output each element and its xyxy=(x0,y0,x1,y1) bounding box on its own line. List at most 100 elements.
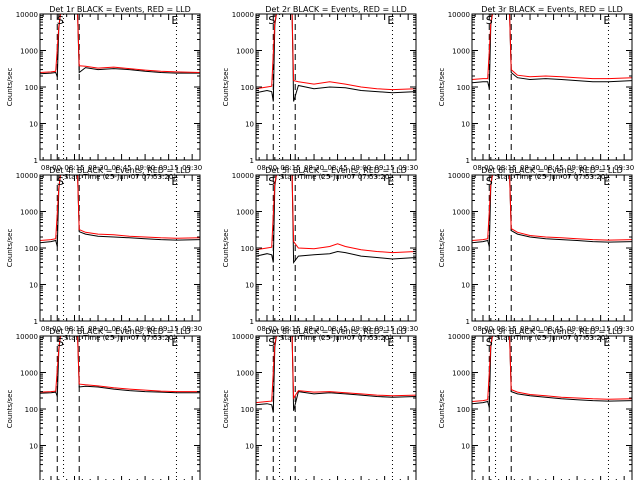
marker-label-e: E xyxy=(387,175,394,188)
chart-panel-8: 11010010001000008:0008:1508:3008:4509:00… xyxy=(222,327,417,480)
y-tick-label: 10000 xyxy=(16,172,38,180)
y-tick-label: 1 xyxy=(250,157,254,165)
x-tick-label: 09:30 xyxy=(182,325,202,333)
y-tick-label: 10000 xyxy=(448,11,470,19)
x-tick-label: 08:00 xyxy=(41,325,61,333)
chart-title: Det 1r BLACK = Events, RED = LLD xyxy=(49,5,191,14)
marker-label-e: E xyxy=(171,336,178,349)
chart-title: Det 9r BLACK = Events, RED = LLD xyxy=(481,327,623,336)
x-tick-label: 08:00 xyxy=(257,325,277,333)
x-tick-label: 08:00 xyxy=(473,164,493,172)
y-tick-label: 10000 xyxy=(232,11,254,19)
y-axis-label: Counts/sec xyxy=(222,229,230,268)
y-tick-label: 10 xyxy=(461,121,470,129)
x-tick-label: 09:00 xyxy=(567,325,587,333)
y-axis-label: Counts/sec xyxy=(222,68,230,107)
y-tick-label: 100 xyxy=(457,406,470,414)
x-tick-label: 08:30 xyxy=(520,325,540,333)
x-tick-label: 08:00 xyxy=(257,164,277,172)
y-axis-label: Counts/sec xyxy=(6,68,14,107)
x-tick-label: 08:45 xyxy=(543,164,563,172)
y-tick-label: 10 xyxy=(245,443,254,451)
y-tick-label: 10 xyxy=(461,282,470,290)
y-tick-label: 1 xyxy=(34,318,38,326)
x-tick-label: 08:45 xyxy=(543,325,563,333)
x-tick-label: 08:15 xyxy=(280,164,300,172)
y-tick-label: 100 xyxy=(241,245,254,253)
marker-label-s: S xyxy=(57,175,64,188)
y-axis-label: Counts/sec xyxy=(438,229,446,268)
x-tick-label: 09:00 xyxy=(135,325,155,333)
y-tick-label: 10 xyxy=(245,282,254,290)
marker-label-e: E xyxy=(171,175,178,188)
x-tick-label: 09:00 xyxy=(567,164,587,172)
x-tick-label: 08:15 xyxy=(64,325,84,333)
y-tick-label: 1000 xyxy=(236,209,254,217)
y-tick-label: 100 xyxy=(457,84,470,92)
marker-label-s: S xyxy=(268,14,275,27)
y-tick-label: 1000 xyxy=(20,370,38,378)
x-tick-label: 08:30 xyxy=(88,164,108,172)
x-tick-label: 09:15 xyxy=(375,164,395,172)
y-tick-label: 1000 xyxy=(452,209,470,217)
marker-label-s: S xyxy=(57,336,64,349)
y-tick-label: 1 xyxy=(34,157,38,165)
x-tick-label: 08:15 xyxy=(496,325,516,333)
chart-title: Det 2r BLACK = Events, RED = LLD xyxy=(265,5,407,14)
marker-label-e: E xyxy=(603,175,610,188)
chart-title: Det 8r BLACK = Events, RED = LLD xyxy=(265,327,407,336)
y-tick-label: 100 xyxy=(25,84,38,92)
y-tick-label: 100 xyxy=(241,84,254,92)
x-tick-label: 09:15 xyxy=(159,325,179,333)
y-tick-label: 1000 xyxy=(236,48,254,56)
x-tick-label: 08:15 xyxy=(64,164,84,172)
x-tick-label: 09:30 xyxy=(398,325,418,333)
chart-title: Det 6r BLACK = Events, RED = LLD xyxy=(481,166,623,175)
y-tick-label: 10000 xyxy=(232,333,254,341)
x-tick-label: 09:15 xyxy=(591,164,611,172)
lld-series-line xyxy=(472,175,632,241)
y-tick-label: 10 xyxy=(29,282,38,290)
x-axis-label: Start Time (25-Jun-07 07:53:20) xyxy=(496,334,608,342)
marker-label-s: S xyxy=(268,175,275,188)
x-tick-label: 08:30 xyxy=(304,325,324,333)
events-series-line xyxy=(40,336,200,397)
y-tick-label: 10 xyxy=(29,121,38,129)
marker-label-s: S xyxy=(268,336,275,349)
y-tick-label: 1000 xyxy=(236,370,254,378)
lld-series-line xyxy=(256,14,416,91)
events-series-line xyxy=(472,336,632,408)
x-tick-label: 09:00 xyxy=(135,164,155,172)
x-tick-label: 09:15 xyxy=(375,325,395,333)
x-tick-label: 09:00 xyxy=(351,164,371,172)
marker-label-s: S xyxy=(57,14,64,27)
x-tick-label: 09:00 xyxy=(351,325,371,333)
chart-title: Det 5r BLACK = Events, RED = LLD xyxy=(265,166,407,175)
x-tick-label: 08:30 xyxy=(304,164,324,172)
y-axis-label: Counts/sec xyxy=(222,390,230,429)
x-tick-label: 08:30 xyxy=(88,325,108,333)
events-series-line xyxy=(40,175,200,247)
y-tick-label: 1000 xyxy=(452,370,470,378)
y-tick-label: 1000 xyxy=(452,48,470,56)
chart-panel-7: 11010010001000008:0008:1508:3008:4509:00… xyxy=(6,327,201,480)
y-tick-label: 100 xyxy=(25,245,38,253)
events-series-line xyxy=(256,175,416,264)
y-tick-label: 10000 xyxy=(448,333,470,341)
x-axis-label: Start Time (25-Jun-07 07:53:20) xyxy=(496,173,608,181)
y-tick-label: 10000 xyxy=(16,333,38,341)
y-tick-label: 1 xyxy=(466,157,470,165)
marker-label-s: S xyxy=(486,14,493,27)
y-tick-label: 100 xyxy=(241,406,254,414)
x-tick-label: 09:30 xyxy=(182,164,202,172)
y-tick-label: 10000 xyxy=(448,172,470,180)
x-tick-label: 08:30 xyxy=(520,164,540,172)
marker-label-e: E xyxy=(603,14,610,27)
x-tick-label: 09:30 xyxy=(614,164,634,172)
lld-series-line xyxy=(40,175,200,241)
events-series-line xyxy=(256,14,416,102)
